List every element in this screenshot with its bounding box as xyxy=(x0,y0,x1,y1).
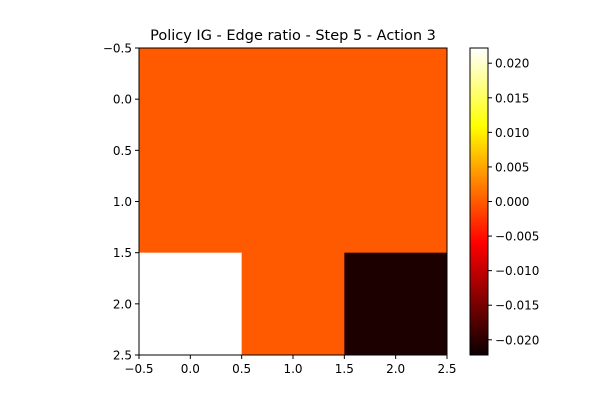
colorbar: 0.020 0.015 0.010 0.005 0.000 −0.005 −0.010 −0.… xyxy=(469,47,539,356)
colorbar-gradient xyxy=(469,47,489,356)
x-tick-label: 0.0 xyxy=(181,362,200,376)
x-tick-label: 2.0 xyxy=(386,362,405,376)
x-tick-label: −0.5 xyxy=(124,362,153,376)
colorbar-tick-label: −0.020 xyxy=(495,333,539,347)
heatmap-cell-r1-c1 xyxy=(241,150,345,254)
colorbar-tick-label: 0.020 xyxy=(495,57,529,71)
y-tick-label: 0.0 xyxy=(113,93,132,107)
heatmap-cell-r2-c0 xyxy=(139,252,243,356)
heatmap-cell-r2-c1 xyxy=(241,252,345,356)
y-tick-label: 2.5 xyxy=(113,349,132,363)
heatmap-cell-r2-c2 xyxy=(344,252,448,356)
y-tick-label: 1.5 xyxy=(113,246,132,260)
colorbar-tick-label: −0.015 xyxy=(495,299,539,313)
y-tick-label: −0.5 xyxy=(103,42,132,56)
heatmap-cell-r0-c0 xyxy=(139,48,243,151)
colorbar-tick-label: −0.005 xyxy=(495,230,539,244)
y-tick-label: 2.0 xyxy=(113,297,132,311)
colorbar-tick-label: 0.010 xyxy=(495,126,529,140)
heatmap-cell-r0-c1 xyxy=(241,48,345,151)
colorbar-tick-label: 0.015 xyxy=(495,91,529,105)
x-tick-label: 1.0 xyxy=(283,362,302,376)
plot-area: −0.5 0.0 0.5 1.0 1.5 2.0 2.5−0.50.00.51.01.52.… xyxy=(103,42,457,377)
y-tick-label: 1.0 xyxy=(113,195,132,209)
colorbar-tick-label: −0.010 xyxy=(495,264,539,278)
x-tick-label: 1.5 xyxy=(335,362,354,376)
x-tick-label: 0.5 xyxy=(232,362,251,376)
heatmap-cell-r1-c2 xyxy=(344,150,448,254)
colorbar-tick-label: 0.000 xyxy=(495,195,529,209)
heatmap-cell-r0-c2 xyxy=(344,48,448,151)
heatmap-cell-r1-c0 xyxy=(139,150,243,254)
colorbar-tick-label: 0.005 xyxy=(495,160,529,174)
x-tick-label: 2.5 xyxy=(437,362,456,376)
chart-title: Policy IG - Edge ratio - Step 5 - Action… xyxy=(150,28,436,44)
y-tick-label: 0.5 xyxy=(113,144,132,158)
